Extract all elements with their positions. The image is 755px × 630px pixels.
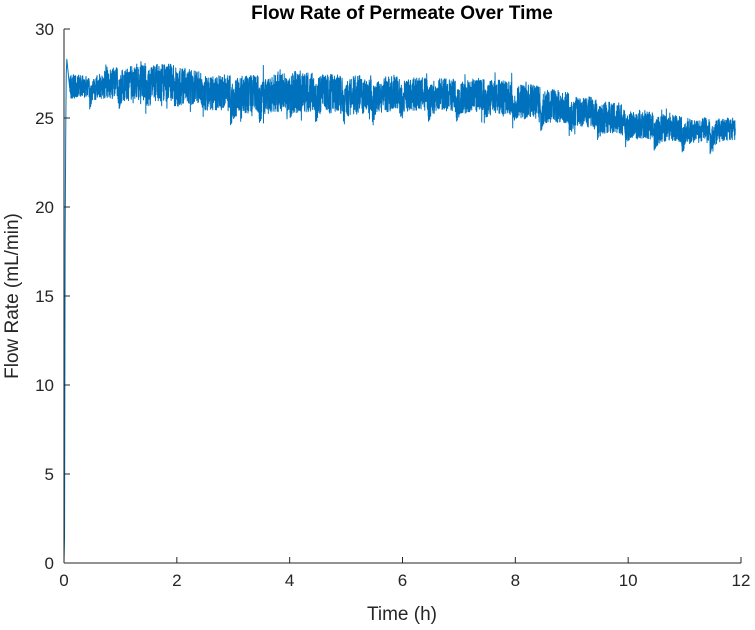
y-axis-label: Flow Rate (mL/min)	[2, 213, 23, 379]
chart-title: Flow Rate of Permeate Over Time	[251, 3, 553, 24]
x-axis-label: Time (h)	[367, 604, 437, 625]
x-tick-label: 2	[172, 571, 181, 590]
x-tick-label: 6	[398, 571, 407, 590]
x-tick-label: 0	[59, 571, 68, 590]
x-tick-label: 10	[619, 571, 638, 590]
flow-rate-series-line	[63, 58, 736, 564]
x-tick-label: 8	[511, 571, 520, 590]
x-tick-label: 4	[285, 571, 294, 590]
y-tick-label: 5	[45, 465, 54, 484]
ticks: 0 2 4 6 8 10 12 0 5 10 15 20 25 30	[35, 20, 750, 590]
y-tick-label: 25	[35, 109, 54, 128]
series-layer	[63, 58, 736, 564]
x-tick-label: 12	[732, 571, 751, 590]
y-tick-label: 20	[35, 198, 54, 217]
y-tick-label: 15	[35, 287, 54, 306]
y-tick-label: 30	[35, 20, 54, 39]
y-tick-label: 10	[35, 376, 54, 395]
y-tick-label: 0	[45, 554, 54, 573]
